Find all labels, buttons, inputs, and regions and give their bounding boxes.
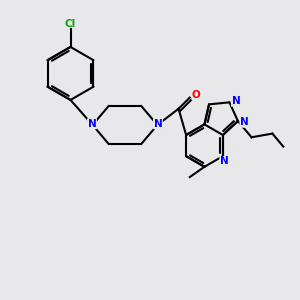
Text: N: N <box>220 157 229 166</box>
Text: N: N <box>154 119 162 129</box>
Text: N: N <box>240 117 249 127</box>
Text: N: N <box>88 119 96 129</box>
Text: O: O <box>192 90 201 100</box>
Text: N: N <box>232 96 240 106</box>
Text: Cl: Cl <box>65 19 76 29</box>
